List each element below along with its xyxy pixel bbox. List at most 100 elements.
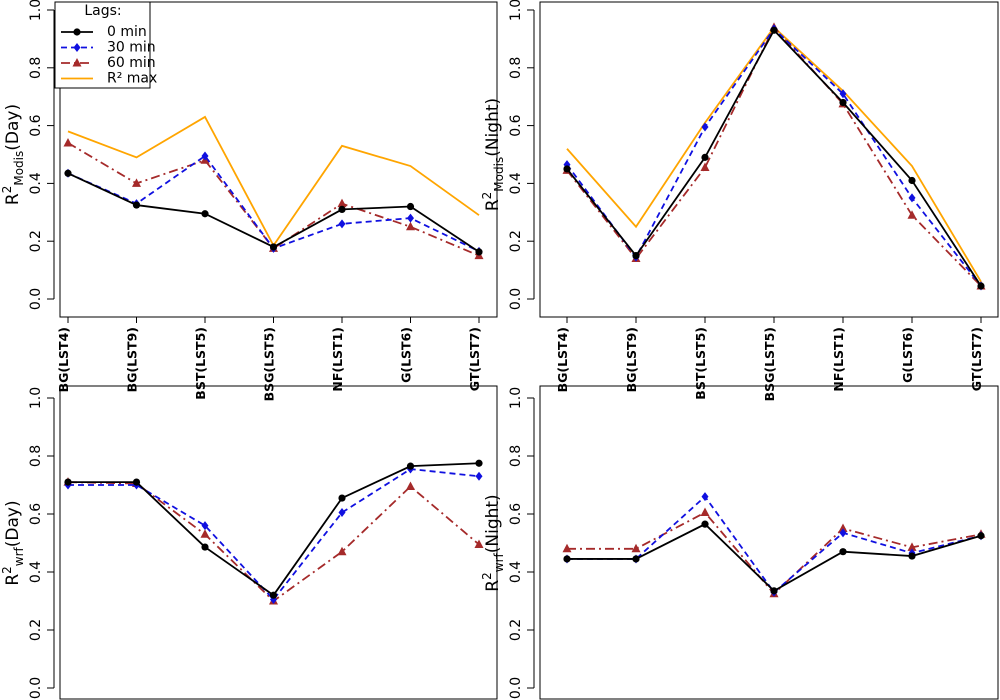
marker xyxy=(73,43,81,52)
x-tick-label: BG(LST9) xyxy=(125,327,140,392)
series-line xyxy=(567,495,982,594)
y-tick-label: 1.0 xyxy=(508,0,524,21)
legend-box xyxy=(54,1,151,89)
x-tick-label: GT(LST7) xyxy=(969,327,984,391)
marker xyxy=(64,478,72,486)
y-tick-label: 1.0 xyxy=(508,387,524,409)
marker xyxy=(269,243,278,251)
plot-frame xyxy=(539,1,999,318)
series-line xyxy=(67,481,480,603)
y-label-suffix: (Night) xyxy=(483,98,503,157)
marker xyxy=(64,169,72,177)
marker xyxy=(72,58,82,67)
marker xyxy=(908,193,916,203)
legend-title: Lags: xyxy=(84,3,121,19)
y-tick-label: 1.0 xyxy=(28,0,44,21)
y-axis-label: R2Modis(Night) xyxy=(480,98,506,211)
x-tick-label: BG(LST4) xyxy=(555,327,570,392)
marker xyxy=(977,532,985,540)
marker xyxy=(132,478,141,486)
marker xyxy=(907,210,917,219)
marker xyxy=(201,521,209,531)
marker xyxy=(632,252,640,260)
marker xyxy=(337,198,347,208)
y-tick-label: 0.0 xyxy=(28,288,44,310)
y-tick-label: 0.2 xyxy=(508,619,524,641)
y-tick-label: 0.6 xyxy=(28,114,44,136)
marker xyxy=(632,555,640,563)
marker xyxy=(407,213,414,223)
y-label-sup: 2 xyxy=(0,186,14,194)
y-tick-label: 0.0 xyxy=(508,677,524,699)
marker xyxy=(839,548,847,556)
series-line xyxy=(67,172,480,253)
legend-label: 0 min xyxy=(107,24,147,40)
marker xyxy=(475,471,483,481)
y-tick-label: 0.0 xyxy=(28,677,44,699)
x-tick-label: G(LST6) xyxy=(900,327,915,383)
marker xyxy=(562,543,572,553)
marker xyxy=(563,555,571,563)
marker xyxy=(839,528,847,538)
y-label-suffix: (Day) xyxy=(3,500,23,547)
y-label-base: R xyxy=(3,574,23,586)
y-tick-label: 0.8 xyxy=(28,445,44,467)
x-tick-label: NF(LST1) xyxy=(330,327,345,392)
y-tick-label: 0.6 xyxy=(508,503,524,525)
marker xyxy=(700,162,710,172)
y-label-sub: wrf xyxy=(492,552,506,572)
y-axis-label: R2wrf(Day) xyxy=(0,500,26,585)
y-tick-label: 0.4 xyxy=(28,172,44,194)
series-line xyxy=(67,115,480,248)
x-tick-label: BSG(LST5) xyxy=(762,327,777,401)
marker xyxy=(269,591,278,599)
y-tick-label: 0.8 xyxy=(28,57,44,79)
marker xyxy=(770,26,778,34)
x-tick-label: G(LST6) xyxy=(399,327,414,383)
y-tick-label: 0.6 xyxy=(508,114,524,136)
marker xyxy=(839,89,847,99)
marker xyxy=(73,28,81,36)
series-line xyxy=(68,468,480,601)
marker xyxy=(338,508,346,518)
marker xyxy=(201,543,209,551)
legend-label: R² max xyxy=(107,71,157,87)
plot-frame xyxy=(539,385,999,700)
marker xyxy=(475,459,483,467)
y-tick-label: 0.4 xyxy=(508,172,524,194)
y-label-base: R xyxy=(3,193,23,205)
y-label-base: R xyxy=(483,199,503,211)
marker xyxy=(338,219,346,229)
y-tick-label: 0.2 xyxy=(28,230,44,252)
x-tick-label: NF(LST1) xyxy=(831,327,846,392)
marker xyxy=(200,529,210,538)
y-label-sub: wrf xyxy=(12,546,26,566)
y-tick-label: 0.2 xyxy=(28,619,44,641)
y-axis-label: R2wrf(Night) xyxy=(480,494,506,591)
y-label-sup: 2 xyxy=(480,192,494,200)
y-label-suffix: (Night) xyxy=(483,494,503,553)
marker xyxy=(132,201,141,209)
marker xyxy=(132,178,141,187)
series-line xyxy=(567,523,982,592)
y-tick-label: 0.4 xyxy=(28,561,44,583)
marker xyxy=(908,552,916,560)
marker xyxy=(63,137,73,147)
series-line xyxy=(566,28,982,287)
marker xyxy=(475,248,483,256)
marker xyxy=(338,494,346,502)
plot-frame xyxy=(59,385,498,700)
marker xyxy=(907,542,917,551)
y-label-sup: 2 xyxy=(0,566,14,574)
marker xyxy=(337,546,347,556)
y-label-sub: Modis xyxy=(12,151,26,186)
marker xyxy=(406,202,415,211)
y-tick-label: 0.6 xyxy=(28,503,44,525)
legend-label: 30 min xyxy=(107,40,156,56)
series-line xyxy=(67,142,480,257)
marker xyxy=(406,221,415,231)
x-tick-label: BST(LST5) xyxy=(693,327,708,400)
marker xyxy=(838,523,848,532)
